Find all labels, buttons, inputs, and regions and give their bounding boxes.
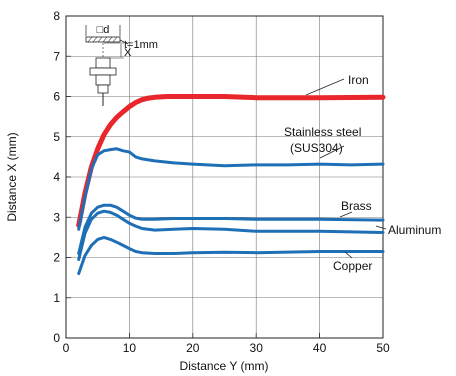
plate-hatch	[107, 36, 113, 43]
y-tick-label: 4	[53, 170, 60, 184]
series-line-aluminum	[77, 209, 385, 261]
series-line-iron	[76, 94, 386, 228]
y-axis-title: Distance X (mm)	[5, 132, 19, 221]
sensor-tail	[97, 84, 109, 94]
y-tick-label: 2	[53, 251, 60, 265]
leader-brass	[339, 211, 353, 218]
leader-copper	[344, 251, 353, 259]
thickness-label: t=1mm	[124, 39, 158, 51]
series-label-stainless: Stainless steel	[284, 125, 361, 139]
x-tick-label: 30	[250, 341, 264, 355]
thickness-leader	[119, 39, 129, 45]
x-tick-label: 40	[313, 341, 327, 355]
plate-hatch	[87, 36, 93, 43]
y-tick-label: 7	[53, 49, 60, 63]
sensor-nut	[89, 67, 117, 76]
leader-stainless	[319, 145, 345, 159]
sensor-body	[95, 74, 111, 86]
leader-aluminum	[375, 225, 387, 230]
series-line-copper	[77, 235, 385, 276]
series-label-brass: Brass	[341, 199, 372, 213]
series-lines	[76, 94, 386, 276]
x-axis-title: Distance Y (mm)	[180, 359, 269, 373]
x-tick-label: 0	[63, 341, 70, 355]
y-tick-label: 5	[53, 130, 60, 144]
sensor-head	[95, 57, 111, 69]
series-label-stainless-sub: (SUS304)	[290, 141, 343, 155]
series-label-iron: Iron	[348, 73, 369, 87]
sensor-target-diagram: □d t=1mm X	[85, 24, 158, 106]
plate-hatch	[92, 36, 98, 43]
dim-d-label: □d	[97, 24, 110, 36]
x-tick-label: 50	[376, 341, 390, 355]
y-tick-label: 1	[53, 291, 60, 305]
tick-labels: 0 1 2 3 4 5 6 7 8 0 10 20 30 40 50	[53, 9, 390, 355]
series-line-brass	[77, 203, 385, 255]
y-tick-label: 6	[53, 90, 60, 104]
y-tick-label: 0	[53, 331, 60, 345]
plate-hatch	[97, 36, 103, 43]
ticks	[65, 15, 384, 339]
leader-iron	[305, 78, 345, 96]
x-tick-label: 10	[123, 341, 137, 355]
series-label-aluminum: Aluminum	[388, 223, 441, 237]
dim-x-label: X	[124, 47, 132, 59]
series-line-stainless-steel-sus304	[77, 147, 385, 231]
plate-hatch	[102, 36, 108, 43]
x-tick-label: 20	[186, 341, 200, 355]
y-tick-label: 8	[53, 9, 60, 23]
plate-hatch	[112, 36, 118, 43]
series-label-copper: Copper	[333, 259, 372, 273]
y-tick-label: 3	[53, 210, 60, 224]
